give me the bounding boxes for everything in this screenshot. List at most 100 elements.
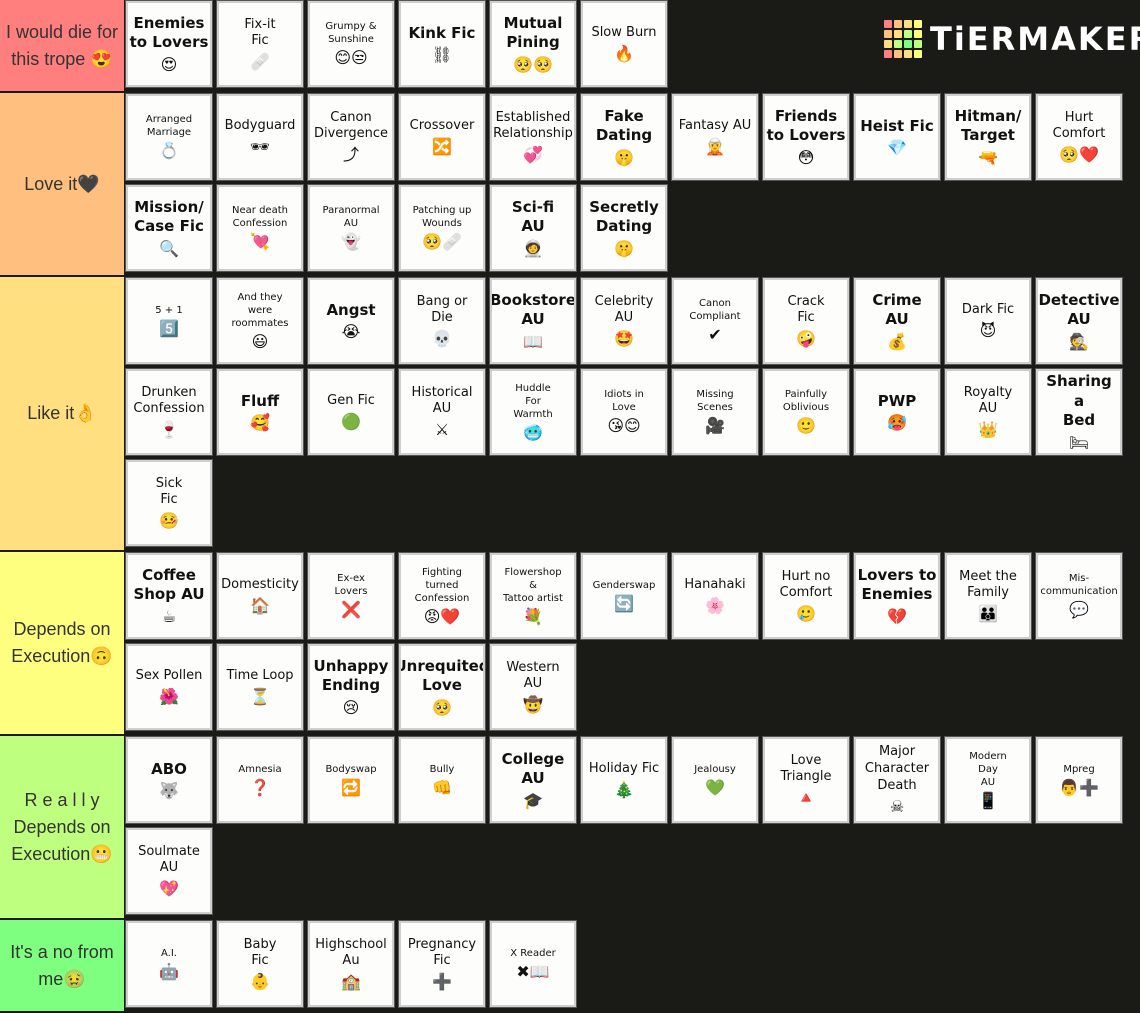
trope-tile[interactable]: Meet the Family 👪	[944, 552, 1032, 640]
trope-tile[interactable]: Fluff 🥰	[216, 368, 304, 456]
trope-tile[interactable]: Flowershop & Tattoo artist 💐	[489, 552, 577, 640]
trope-tile[interactable]: Sex Pollen 🌺	[125, 643, 213, 731]
tier-label[interactable]: Love it🖤	[0, 93, 125, 275]
trope-tile[interactable]: Soulmate AU 💖	[125, 827, 213, 915]
trope-tile[interactable]: Kink Fic ⛓	[398, 0, 486, 88]
trope-tile[interactable]: Mpreg 👨➕	[1035, 736, 1123, 824]
trope-tile[interactable]: Holiday Fic 🎄	[580, 736, 668, 824]
trope-tile[interactable]: Time Loop ⏳	[216, 643, 304, 731]
tier-label[interactable]: I would die for this trope 😍	[0, 0, 125, 91]
trope-tile[interactable]: Fighting turned Confession 😡❤️	[398, 552, 486, 640]
trope-tile[interactable]: Mission/ Case Fic 🔍	[125, 184, 213, 272]
trope-tile[interactable]: Gen Fic 🟢	[307, 368, 395, 456]
trope-tile[interactable]: Sci-fi AU 🧑‍🚀	[489, 184, 577, 272]
trope-emoji-icon: 🤫	[614, 238, 634, 258]
tier-label[interactable]: R e a l l y Depends on Execution😬	[0, 736, 125, 918]
trope-tile[interactable]: Amnesia ❓	[216, 736, 304, 824]
trope-tile[interactable]: Arranged Marriage 💍	[125, 93, 213, 181]
trope-tile[interactable]: Heist Fic 💎	[853, 93, 941, 181]
trope-tile[interactable]: Hanahaki 🌸	[671, 552, 759, 640]
trope-emoji-icon: 🤒	[159, 511, 179, 531]
trope-tile[interactable]: Detective AU 🕵	[1035, 277, 1123, 365]
trope-tile[interactable]: Historical AU ⚔	[398, 368, 486, 456]
trope-tile[interactable]: 5 + 1 5️⃣	[125, 277, 213, 365]
trope-tile[interactable]: Crime AU 💰	[853, 277, 941, 365]
tier-label[interactable]: Like it👌	[0, 277, 125, 550]
trope-tile[interactable]: Sharing a Bed 🛏	[1035, 368, 1123, 456]
trope-tile[interactable]: Modern Day AU 📱	[944, 736, 1032, 824]
trope-tile[interactable]: Drunken Confession 🍷	[125, 368, 213, 456]
trope-emoji-icon: ✖📖	[516, 961, 550, 981]
trope-tile[interactable]: Love Triangle 🔺	[762, 736, 850, 824]
trope-tile[interactable]: Established Relationship 💞	[489, 93, 577, 181]
trope-tile[interactable]: Coffee Shop AU ☕	[125, 552, 213, 640]
trope-emoji-icon: 🌺	[159, 686, 179, 706]
trope-tile[interactable]: Crossover 🔀	[398, 93, 486, 181]
trope-tile[interactable]: A.I. 🤖	[125, 920, 213, 1008]
trope-tile[interactable]: Bodyswap 🔁	[307, 736, 395, 824]
trope-tile[interactable]: Bookstore AU 📖	[489, 277, 577, 365]
trope-tile[interactable]: Western AU 🤠	[489, 643, 577, 731]
trope-tile[interactable]: Genderswap 🔄	[580, 552, 668, 640]
trope-tile[interactable]: Canon Compliant ✔	[671, 277, 759, 365]
trope-tile[interactable]: ABO 🐺	[125, 736, 213, 824]
trope-tile[interactable]: Bodyguard 🕶	[216, 93, 304, 181]
trope-name: Drunken Confession	[133, 384, 205, 417]
trope-tile[interactable]: Dark Fic 😈	[944, 277, 1032, 365]
trope-tile[interactable]: Fake Dating 🤫	[580, 93, 668, 181]
trope-tile[interactable]: Jealousy 💚	[671, 736, 759, 824]
logo-grid-icon	[884, 20, 922, 58]
tiermaker-logo[interactable]: TiERMAKER	[884, 20, 1140, 58]
trope-emoji-icon: 5️⃣	[159, 318, 179, 338]
trope-tile[interactable]: Near death Confession 💘	[216, 184, 304, 272]
trope-tile[interactable]: Angst 😭	[307, 277, 395, 365]
trope-tile[interactable]: Unhappy Ending 😢	[307, 643, 395, 731]
trope-tile[interactable]: Lovers to Enemies 💔	[853, 552, 941, 640]
trope-tile[interactable]: Patching up Wounds 🥺🩹	[398, 184, 486, 272]
trope-tile[interactable]: Royalty AU 👑	[944, 368, 1032, 456]
trope-tile[interactable]: Crack Fic 🤪	[762, 277, 850, 365]
trope-tile[interactable]: Fantasy AU 🧝	[671, 93, 759, 181]
trope-emoji-icon: 💍	[159, 141, 179, 161]
trope-tile[interactable]: Unrequited Love 🥺	[398, 643, 486, 731]
trope-tile[interactable]: Sick Fic 🤒	[125, 459, 213, 547]
trope-tile[interactable]: Bully 👊	[398, 736, 486, 824]
logo-grid-square	[884, 20, 892, 28]
trope-tile[interactable]: Secretly Dating 🤫	[580, 184, 668, 272]
trope-tile[interactable]: Ex-ex Lovers ❌	[307, 552, 395, 640]
trope-tile[interactable]: Pregnancy Fic ➕	[398, 920, 486, 1008]
trope-tile[interactable]: Idiots in Love 😘😊	[580, 368, 668, 456]
tier-items: Arranged Marriage 💍 Bodyguard 🕶 Canon Diverg…	[125, 93, 1140, 275]
logo-grid-square	[904, 30, 912, 38]
trope-tile[interactable]: Celebrity AU 🤩	[580, 277, 668, 365]
tier-label[interactable]: Depends on Execution🙃	[0, 552, 125, 734]
trope-tile[interactable]: College AU 🎓	[489, 736, 577, 824]
trope-tile[interactable]: PWP 🥵	[853, 368, 941, 456]
trope-tile[interactable]: Huddle For Warmth 🥶	[489, 368, 577, 456]
trope-tile[interactable]: Mis- communication 💬	[1035, 552, 1123, 640]
trope-tile[interactable]: Fix-it Fic 🩹	[216, 0, 304, 88]
trope-tile[interactable]: Mutual Pining 🥺🥺	[489, 0, 577, 88]
trope-tile[interactable]: Paranormal AU 👻	[307, 184, 395, 272]
trope-tile[interactable]: Domesticity 🏠	[216, 552, 304, 640]
trope-tile[interactable]: Slow Burn 🔥	[580, 0, 668, 88]
trope-tile[interactable]: Hitman/ Target 🔫	[944, 93, 1032, 181]
trope-tile[interactable]: And they were roommates 😃	[216, 277, 304, 365]
logo-grid-square	[914, 50, 922, 58]
trope-tile[interactable]: Major Character Death ☠	[853, 736, 941, 824]
trope-tile[interactable]: Friends to Lovers 😳	[762, 93, 850, 181]
trope-tile[interactable]: Bang or Die 💀	[398, 277, 486, 365]
trope-tile[interactable]: Grumpy & Sunshine 😊😒	[307, 0, 395, 88]
trope-tile[interactable]: Canon Divergence ⤴	[307, 93, 395, 181]
tier-label[interactable]: It's a no from me🤢	[0, 920, 125, 1011]
trope-tile[interactable]: Hurt Comfort 🥺❤️	[1035, 93, 1123, 181]
trope-tile[interactable]: Missing Scenes 🎥	[671, 368, 759, 456]
trope-name: Angst	[326, 300, 376, 319]
trope-tile[interactable]: Enemies to Lovers 😍	[125, 0, 213, 88]
trope-tile[interactable]: Hurt no Comfort 🥲	[762, 552, 850, 640]
trope-emoji-icon: 🧝	[705, 136, 725, 156]
trope-tile[interactable]: Painfully Oblivious 🙂	[762, 368, 850, 456]
trope-tile[interactable]: Highschool Au 🏫	[307, 920, 395, 1008]
trope-tile[interactable]: Baby Fic 👶	[216, 920, 304, 1008]
trope-tile[interactable]: X Reader ✖📖	[489, 920, 577, 1008]
